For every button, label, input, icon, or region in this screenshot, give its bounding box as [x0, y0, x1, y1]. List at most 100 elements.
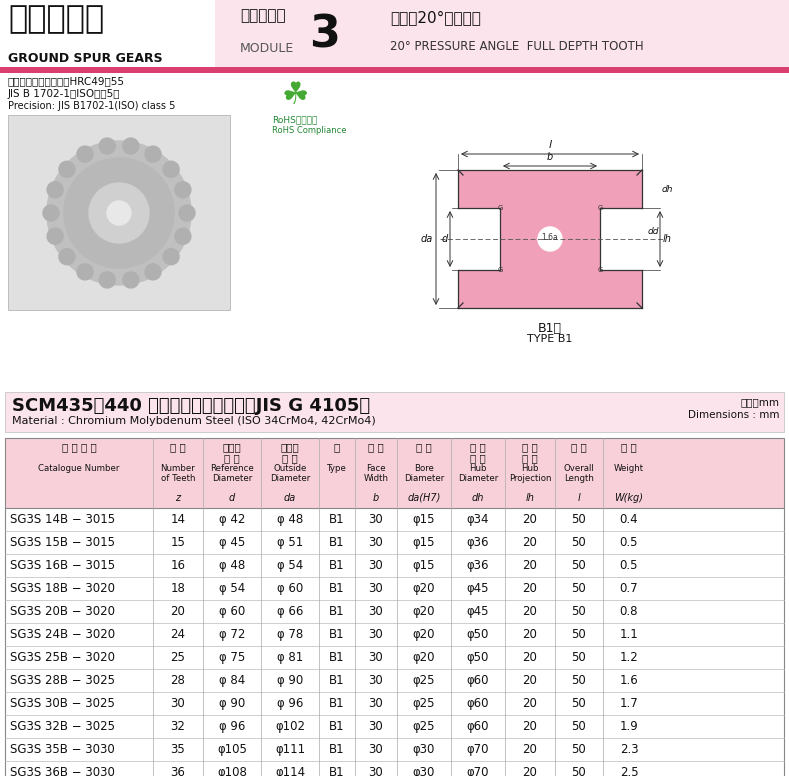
- Text: 50: 50: [571, 605, 586, 618]
- Text: 圧力觓20°（並歯）: 圧力觓20°（並歯）: [390, 10, 481, 25]
- Circle shape: [77, 264, 93, 280]
- Text: 24: 24: [170, 628, 185, 641]
- Text: φ34: φ34: [467, 513, 489, 526]
- Text: lh: lh: [663, 234, 672, 244]
- Circle shape: [123, 138, 139, 154]
- Text: TYPE B1: TYPE B1: [527, 334, 573, 344]
- Text: SG3S 36B − 3030: SG3S 36B − 3030: [10, 766, 115, 776]
- Bar: [5, 392, 784, 432]
- Text: G: G: [497, 267, 503, 273]
- Text: B1: B1: [329, 743, 345, 756]
- Text: φ30: φ30: [413, 766, 436, 776]
- Circle shape: [47, 141, 191, 285]
- Bar: [215, 0, 789, 70]
- Text: φ50: φ50: [467, 651, 489, 664]
- Text: z: z: [175, 493, 181, 503]
- Text: ハ ブ
長 さ: ハ ブ 長 さ: [522, 442, 538, 463]
- Text: φ 45: φ 45: [219, 536, 245, 549]
- Text: B1: B1: [329, 605, 345, 618]
- Bar: [0, 67, 789, 73]
- Bar: [458, 170, 642, 208]
- Bar: [500, 208, 600, 270]
- Bar: [5, 669, 784, 692]
- Text: dh: dh: [472, 493, 484, 503]
- Text: 20: 20: [522, 513, 537, 526]
- Text: φ 72: φ 72: [219, 628, 245, 641]
- Text: φ 60: φ 60: [277, 582, 303, 595]
- Text: φ105: φ105: [217, 743, 247, 756]
- Text: φ 60: φ 60: [219, 605, 245, 618]
- Text: φ60: φ60: [467, 720, 489, 733]
- Text: φ 90: φ 90: [219, 697, 245, 710]
- Text: 20: 20: [522, 582, 537, 595]
- Text: 20: 20: [522, 766, 537, 776]
- Text: 1.1: 1.1: [619, 628, 638, 641]
- Text: φ20: φ20: [413, 605, 436, 618]
- Text: da: da: [284, 493, 296, 503]
- Bar: [8, 115, 230, 310]
- Text: 32: 32: [170, 720, 185, 733]
- Bar: [5, 623, 784, 646]
- Text: 30: 30: [368, 582, 383, 595]
- Circle shape: [538, 227, 562, 251]
- Text: 2.3: 2.3: [619, 743, 638, 756]
- Circle shape: [145, 146, 161, 162]
- Text: 1.7: 1.7: [619, 697, 638, 710]
- Text: 20: 20: [522, 743, 537, 756]
- Text: 50: 50: [571, 582, 586, 595]
- Text: da(H7): da(H7): [407, 493, 441, 503]
- Text: φ114: φ114: [275, 766, 305, 776]
- Bar: [5, 438, 784, 776]
- Text: 穴 径: 穴 径: [416, 442, 432, 452]
- Text: φ15: φ15: [413, 559, 436, 572]
- Text: ハ ブ
外 径: ハ ブ 外 径: [470, 442, 486, 463]
- Text: Dimensions : mm: Dimensions : mm: [689, 410, 780, 420]
- Text: 0.5: 0.5: [619, 536, 638, 549]
- Text: 28: 28: [170, 674, 185, 687]
- Text: SG3S 20B − 3020: SG3S 20B − 3020: [10, 605, 115, 618]
- Text: 全 長: 全 長: [571, 442, 587, 452]
- Text: SG3S 28B − 3025: SG3S 28B − 3025: [10, 674, 115, 687]
- Text: 50: 50: [571, 743, 586, 756]
- Bar: [0, 73, 789, 388]
- Text: φ20: φ20: [413, 582, 436, 595]
- Text: 20: 20: [522, 674, 537, 687]
- Text: Catalogue Number: Catalogue Number: [39, 464, 120, 473]
- Text: SG3S 14B − 3015: SG3S 14B − 3015: [10, 513, 115, 526]
- Circle shape: [179, 205, 195, 221]
- Text: φ 90: φ 90: [277, 674, 303, 687]
- Text: dd: dd: [648, 227, 660, 235]
- Text: 20: 20: [522, 559, 537, 572]
- Text: 30: 30: [368, 513, 383, 526]
- Text: B1: B1: [329, 651, 345, 664]
- Text: B1: B1: [329, 536, 345, 549]
- Circle shape: [163, 161, 179, 177]
- Text: SG3S 35B − 3030: SG3S 35B − 3030: [10, 743, 114, 756]
- Text: Number
of Teeth: Number of Teeth: [161, 464, 196, 483]
- Text: 20: 20: [522, 697, 537, 710]
- Text: 2.5: 2.5: [619, 766, 638, 776]
- Circle shape: [43, 205, 59, 221]
- Text: SCM435、440 クロムモリブデン镃（JIS G 4105）: SCM435、440 クロムモリブデン镃（JIS G 4105）: [12, 397, 370, 415]
- Text: Outside
Diameter: Outside Diameter: [270, 464, 310, 483]
- Text: 1.9: 1.9: [619, 720, 638, 733]
- Text: φ60: φ60: [467, 697, 489, 710]
- Text: 20: 20: [170, 605, 185, 618]
- Text: G: G: [497, 205, 503, 211]
- Text: 30: 30: [368, 536, 383, 549]
- Text: SG3S 24B − 3020: SG3S 24B − 3020: [10, 628, 115, 641]
- Text: b: b: [547, 152, 553, 162]
- Text: Hub
Diameter: Hub Diameter: [458, 464, 498, 483]
- Text: 歯 幅: 歯 幅: [368, 442, 384, 452]
- Text: 30: 30: [368, 559, 383, 572]
- Text: φ 48: φ 48: [277, 513, 303, 526]
- Text: φ45: φ45: [467, 605, 489, 618]
- Text: φ36: φ36: [467, 536, 489, 549]
- Text: 20: 20: [522, 536, 537, 549]
- Text: 50: 50: [571, 559, 586, 572]
- Text: B1: B1: [329, 720, 345, 733]
- Text: φ60: φ60: [467, 674, 489, 687]
- Text: SG3S 30B − 3025: SG3S 30B − 3025: [10, 697, 115, 710]
- Text: Weight: Weight: [614, 464, 644, 473]
- Text: Type: Type: [327, 464, 347, 473]
